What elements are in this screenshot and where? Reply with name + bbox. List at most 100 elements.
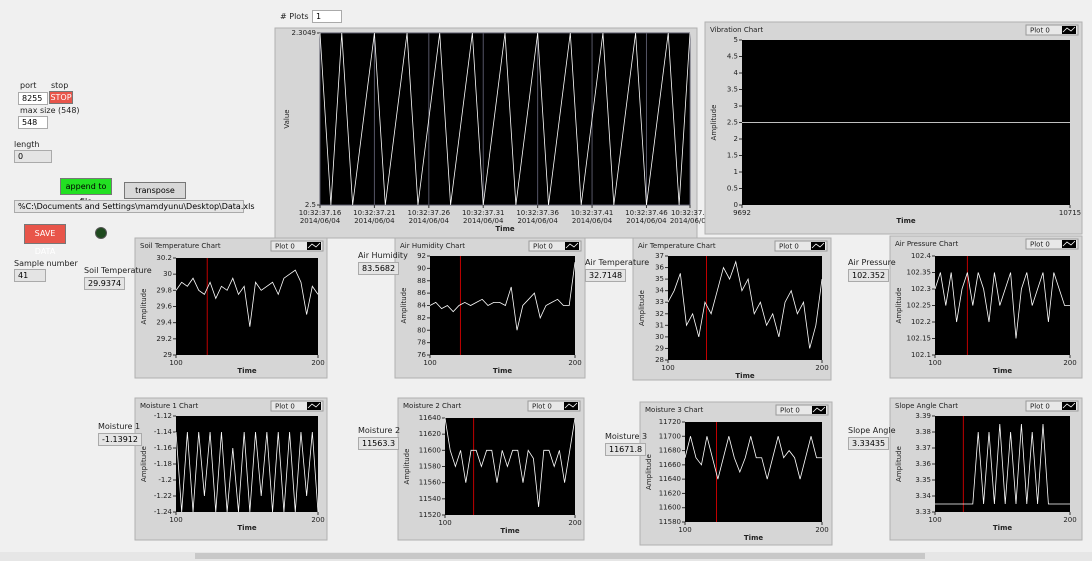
data-line [444,417,576,507]
y-tick-label: 3.38 [915,428,931,436]
y-tick-label: 3 [734,102,738,110]
x-tick-label: 10:32:37.46 [625,209,668,217]
transpose-button[interactable]: transpose [124,182,186,199]
scroll-thumb[interactable] [195,553,925,559]
y-tick-label: 29.8 [156,286,172,294]
y-tick-label: 3.5 [727,86,738,94]
y-axis-label: Amplitude [645,454,653,490]
stop-button[interactable]: STOP [49,91,73,104]
y-tick-label: 76 [417,351,426,359]
legend-icon [307,242,321,249]
y-tick-label: 3.37 [915,444,931,452]
x-tick-label: 10:32:37.16 [299,209,342,217]
y-tick-label: -1.2 [158,476,172,484]
x-tick-label: 100 [661,364,674,372]
x-axis-label: Time [500,527,519,535]
x-tick-date: 2014/06/04 [354,217,395,225]
y-tick-label: 86 [417,289,426,297]
plot-area [320,33,690,205]
y-tick-label: 35 [655,275,664,283]
x-axis-label: Time [237,524,256,532]
sample-value: 41 [14,269,46,282]
y-tick-label: 30.2 [156,254,172,262]
y-tick-label: 2.5 [305,201,316,209]
y-tick-label: 92 [417,252,426,260]
y-tick-label: -1.22 [154,492,172,500]
y-tick-label: -1.24 [154,508,173,516]
legend-label: Plot 0 [275,403,295,411]
x-axis-label: Time [237,367,256,375]
indicator-value: 32.7148 [585,269,627,282]
y-tick-label: 102.3 [911,285,931,293]
x-axis-label: Time [493,367,512,375]
y-tick-label: 4.5 [727,53,738,61]
y-tick-label: 30 [655,333,664,341]
plots-label: # Plots [280,12,309,21]
x-tick-label: 200 [815,526,828,534]
legend-icon [307,402,321,409]
y-axis-label: Amplitude [895,288,903,324]
data-line [934,272,1070,339]
legend-icon [1062,240,1076,247]
y-tick-label: 36 [655,264,664,272]
legend-label: Plot 0 [1030,27,1050,35]
y-tick-label: 4 [734,69,739,77]
save-button[interactable]: SAVE DATA [24,224,66,256]
file-path[interactable]: %C:\Documents and Settings\mamdyunu\Desk… [14,200,255,213]
y-axis-label: Amplitude [140,446,148,482]
x-tick-label: 9692 [733,209,751,217]
chart-title: Air Pressure Chart [895,240,958,248]
scrollbar[interactable] [0,552,1092,561]
x-axis-label: Time [735,372,754,380]
plot-area [430,256,575,355]
indicator-label: Moisture 1 [98,422,141,431]
data-line [319,32,691,206]
legend-swatch [307,402,321,410]
stop-label: stop [51,81,69,90]
y-tick-label: 3.35 [915,476,931,484]
legend-icon [1062,26,1076,33]
y-tick-label: 2.5 [727,119,738,127]
max-size-input[interactable]: 548 [18,116,48,129]
x-tick-date: 2014/06/04 [409,217,450,225]
legend-icon [811,242,825,249]
y-tick-label: 0 [734,201,738,209]
plots-input[interactable]: 1 [312,10,342,23]
legend-label: Plot 0 [275,243,295,251]
x-tick-label: 100 [423,359,436,367]
y-tick-label: 3.34 [915,492,931,500]
legend-label: Plot 0 [779,243,799,251]
x-axis-label: Time [744,534,763,542]
indicator-value: 102.352 [848,269,890,282]
x-tick-label: 200 [311,359,324,367]
data-line [175,269,319,327]
legend-box [1025,238,1079,250]
legend-label: Plot 0 [1030,241,1050,249]
legend-box [270,400,324,412]
y-tick-label: 2 [734,135,738,143]
port-input[interactable]: 8255 [18,92,48,105]
indicator-label: Air Temperature [585,258,650,267]
x-tick-date: 2014/06/04 [517,217,558,225]
indicator-label: Air Humidity [358,251,408,260]
y-tick-label: -1.12 [154,412,172,420]
chart-title: Slope Angle Chart [895,402,958,410]
data-line [667,260,823,349]
y-tick-label: 11640 [659,475,681,483]
data-line [684,436,822,480]
y-tick-label: 29.2 [156,335,172,343]
x-tick-label: 10:32:37.26 [408,209,451,217]
legend-box [1025,24,1079,36]
indicator-label: Air Pressure [848,258,896,267]
y-tick-label: 11580 [659,518,681,526]
y-tick-label: 11540 [419,495,441,503]
y-tick-label: 5 [734,36,738,44]
indicator-value: 83.5682 [358,262,400,275]
y-tick-label: 3.36 [915,460,931,468]
chart-title: Moisture 2 Chart [403,402,462,410]
y-tick-label: 34 [655,287,664,295]
y-tick-label: 102.1 [911,351,931,359]
x-tick-date: 2014/06/04 [670,217,711,225]
